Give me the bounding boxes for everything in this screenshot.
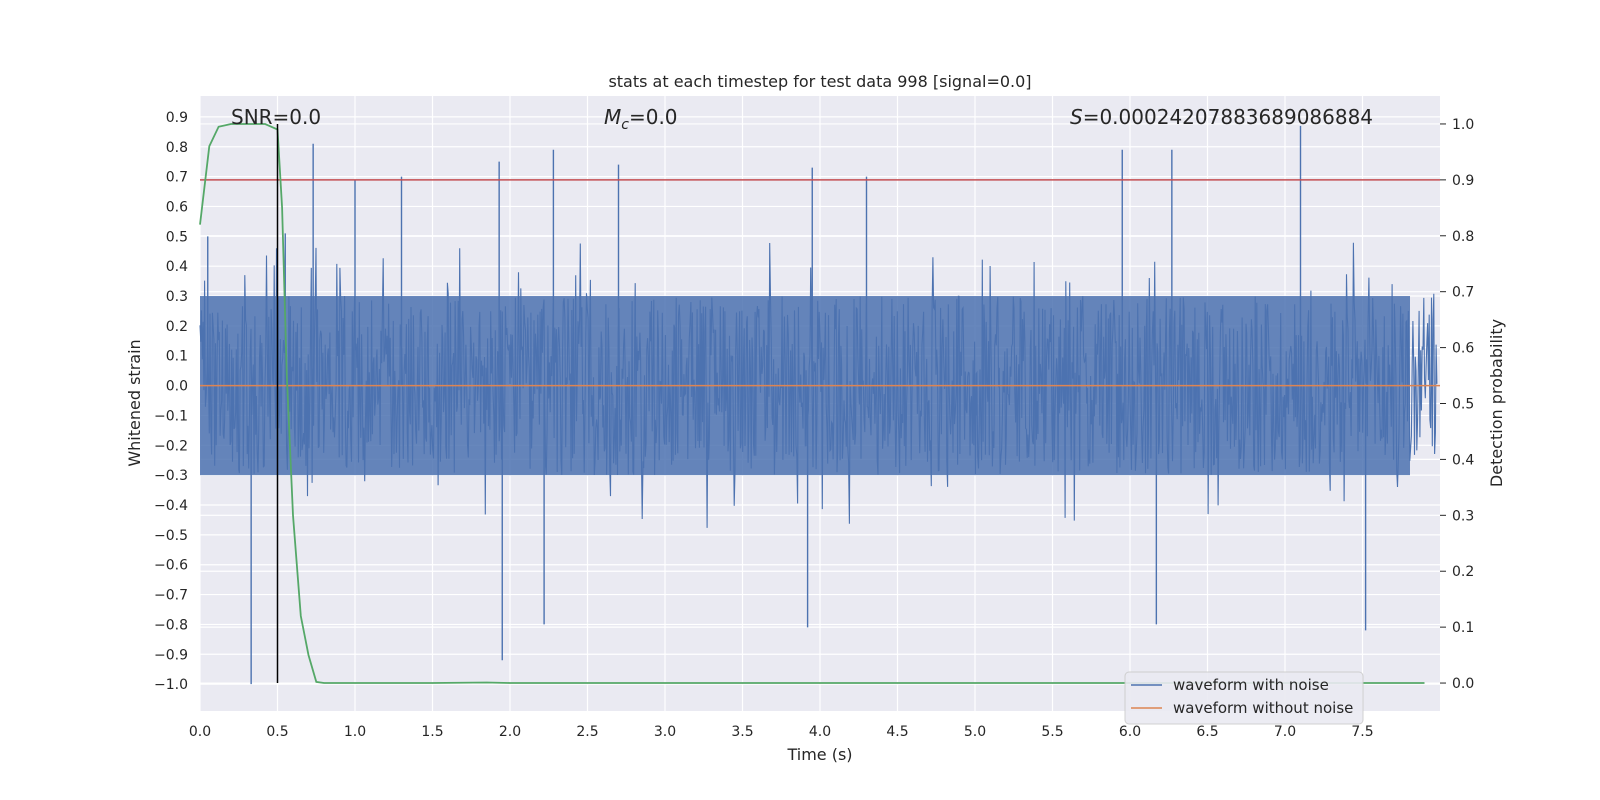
s-value: =0.00024207883689086884	[1083, 105, 1373, 129]
y-axis-label: Whitened strain	[125, 339, 144, 466]
y-tick-label: 0.8	[166, 140, 188, 156]
y2-tick-label: 0.4	[1452, 452, 1474, 468]
y-tick-label: 0.4	[166, 259, 188, 275]
axis-ticks: 0.0 0.5 1.0 1.5 2.0 2.5 3.0 3.5 4.0 4.5 5.0 5.5 6.0 6…	[154, 110, 1474, 740]
s-annotation: S=0.00024207883689086884	[1070, 105, 1373, 129]
x-tick-label: 5.0	[964, 724, 986, 740]
y-tick-label: −0.8	[154, 617, 188, 633]
x-tick-label: 3.0	[654, 724, 676, 740]
y2-tick-label: 0.0	[1452, 676, 1474, 692]
x-tick-label: 7.5	[1351, 724, 1373, 740]
x-tick-label: 1.0	[344, 724, 366, 740]
y-tick-label: 0.2	[166, 319, 188, 335]
y2-tick-label: 0.7	[1452, 285, 1474, 301]
x-tick-label: 0.5	[266, 724, 288, 740]
x-tick-label: 5.5	[1041, 724, 1063, 740]
x-tick-label: 0.0	[189, 724, 211, 740]
y2-axis-label: Detection probability	[1487, 319, 1506, 487]
y-tick-label: 0.5	[166, 229, 188, 245]
chirp-mass-annotation: Mc=0.0	[604, 105, 678, 133]
mc-value: =0.0	[629, 105, 678, 129]
mc-symbol: M	[604, 105, 621, 129]
s-symbol: S	[1070, 105, 1083, 129]
legend: waveform with noise waveform without noi…	[1124, 671, 1364, 725]
y-tick-label: −0.1	[154, 408, 188, 424]
y-tick-label: −0.9	[154, 647, 188, 663]
y-tick-label: 0.6	[166, 199, 188, 215]
y-tick-label: 0.9	[166, 110, 188, 126]
y2-tick-label: 0.8	[1452, 229, 1474, 245]
y-tick-label: −0.3	[154, 468, 188, 484]
x-tick-label: 4.5	[886, 724, 908, 740]
snr-annotation: SNR=0.0	[231, 105, 321, 129]
x-tick-label: 6.5	[1196, 724, 1218, 740]
y-tick-label: 0.7	[166, 170, 188, 186]
y-tick-label: −1.0	[154, 677, 188, 693]
y2-tick-label: 0.9	[1452, 173, 1474, 189]
y2-tick-label: 0.5	[1452, 397, 1474, 413]
x-axis-label: Time (s)	[786, 745, 852, 764]
x-tick-label: 6.0	[1119, 724, 1141, 740]
y-tick-label: 0.1	[166, 349, 188, 365]
legend-label-waveform-with-noise: waveform with noise	[1173, 676, 1329, 694]
legend-label-waveform-without-noise: waveform without noise	[1173, 699, 1353, 717]
y-tick-label: −0.5	[154, 528, 188, 544]
y2-tick-label: 0.1	[1452, 620, 1474, 636]
y2-tick-label: 1.0	[1452, 117, 1474, 133]
legend-box	[1124, 671, 1364, 725]
x-tick-label: 3.5	[731, 724, 753, 740]
y-tick-label: 0.0	[166, 379, 188, 395]
y-tick-label: −0.4	[154, 498, 188, 514]
x-tick-label: 2.5	[576, 724, 598, 740]
overlay-lines	[199, 123, 1440, 684]
y2-tick-label: 0.3	[1452, 508, 1474, 524]
chart-title: stats at each timestep for test data 998…	[608, 72, 1031, 91]
y-tick-label: 0.3	[166, 289, 188, 305]
detection-probability-line	[199, 123, 1425, 684]
x-tick-label: 4.0	[809, 724, 831, 740]
x-tick-label: 1.5	[421, 724, 443, 740]
x-tick-label: 7.0	[1274, 724, 1296, 740]
y2-tick-label: 0.2	[1452, 564, 1474, 580]
x-tick-label: 2.0	[499, 724, 521, 740]
mc-subscript: c	[621, 117, 629, 133]
y-tick-label: −0.6	[154, 558, 188, 574]
y-tick-label: −0.2	[154, 438, 188, 454]
y-tick-label: −0.7	[154, 588, 188, 604]
y2-tick-label: 0.6	[1452, 341, 1474, 357]
